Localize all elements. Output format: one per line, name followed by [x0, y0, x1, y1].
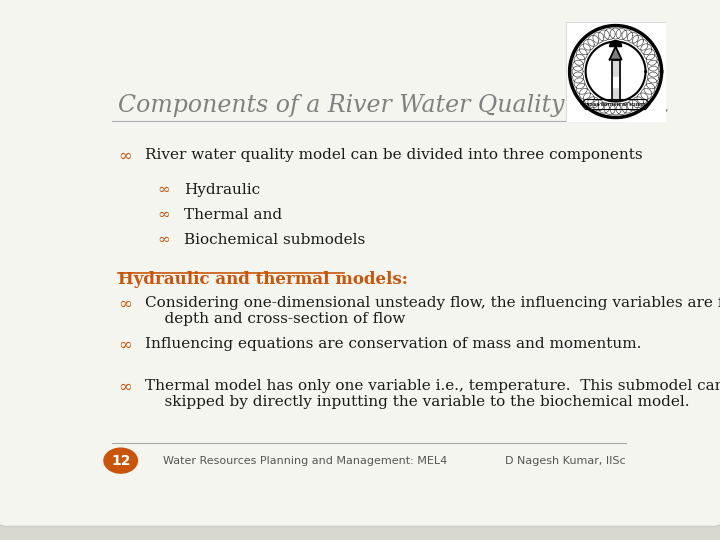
Text: Biochemical submodels: Biochemical submodels	[184, 233, 365, 247]
Text: Water Resources Planning and Management: MEL4: Water Resources Planning and Management:…	[163, 456, 447, 465]
Text: ∞: ∞	[157, 233, 170, 247]
Text: 12: 12	[111, 454, 130, 468]
Text: Thermal model has only one variable i.e., temperature.  This submodel can be
   : Thermal model has only one variable i.e.…	[145, 379, 720, 409]
Text: Influencing equations are conservation of mass and momentum.: Influencing equations are conservation o…	[145, 337, 641, 351]
FancyBboxPatch shape	[566, 22, 665, 122]
Polygon shape	[610, 40, 621, 46]
Polygon shape	[610, 46, 621, 59]
Text: D Nagesh Kumar, IISc: D Nagesh Kumar, IISc	[505, 456, 626, 465]
Text: Hydraulic: Hydraulic	[184, 183, 260, 197]
Circle shape	[104, 448, 138, 473]
Text: ∞: ∞	[157, 208, 170, 222]
Text: River water quality model can be divided into three components: River water quality model can be divided…	[145, 148, 642, 162]
Text: ∞: ∞	[118, 379, 132, 396]
Text: ∞: ∞	[118, 148, 132, 165]
Text: Thermal and: Thermal and	[184, 208, 282, 222]
Text: Hydraulic and thermal models:: Hydraulic and thermal models:	[118, 271, 408, 288]
Text: Considering one-dimensional unsteady flow, the influencing variables are flow
  : Considering one-dimensional unsteady flo…	[145, 295, 720, 326]
Text: INDIAN INSTITUTE OF SCIENCE: INDIAN INSTITUTE OF SCIENCE	[585, 103, 646, 107]
Text: Components of a River Water Quality Model...: Components of a River Water Quality Mode…	[118, 94, 670, 117]
Text: ∞: ∞	[118, 295, 132, 313]
Text: ∞: ∞	[157, 183, 170, 197]
Polygon shape	[580, 99, 651, 110]
Text: ∞: ∞	[118, 337, 132, 354]
